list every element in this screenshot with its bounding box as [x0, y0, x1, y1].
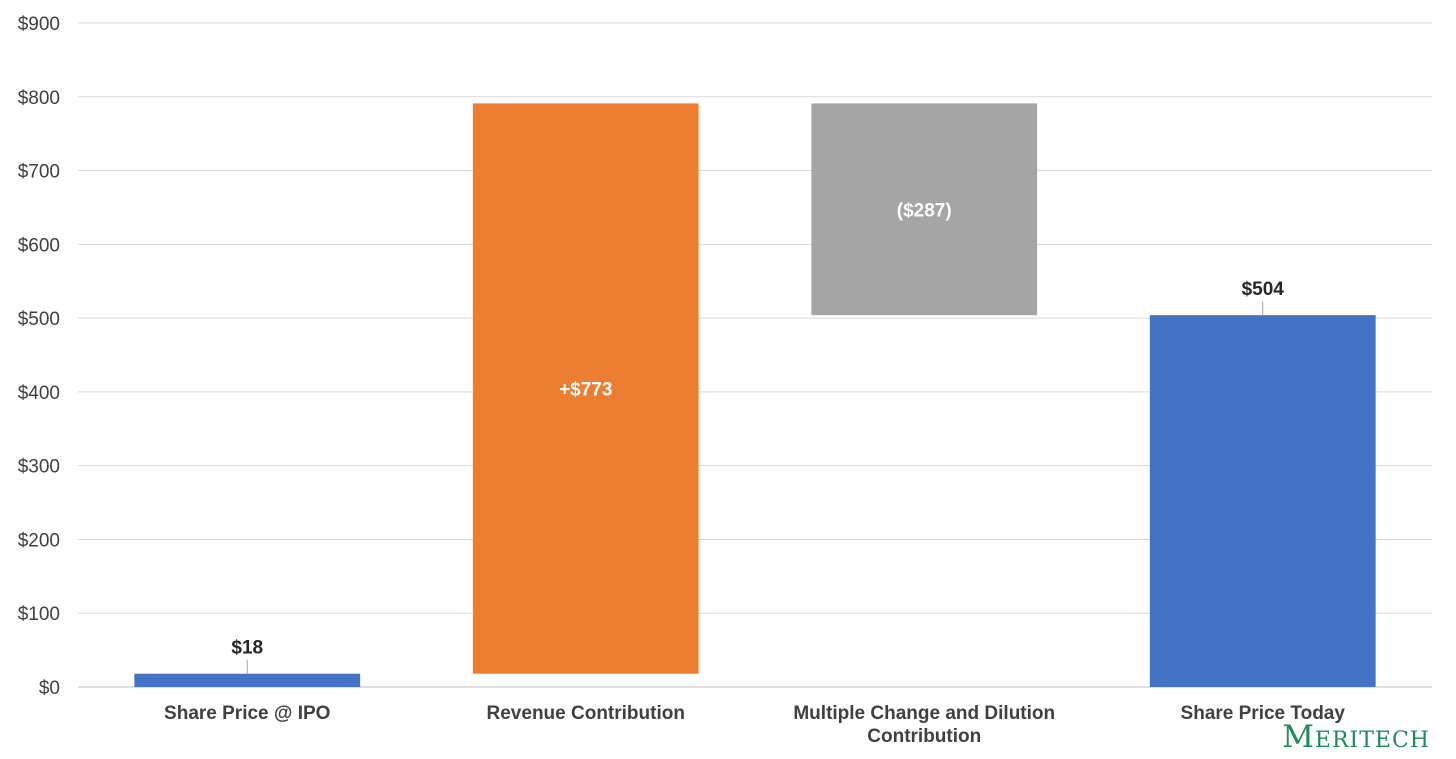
- y-tick-label: $900: [18, 14, 60, 35]
- bar: [472, 103, 699, 674]
- bars: [134, 103, 1376, 687]
- category-label: Multiple Change and Dilution: [793, 703, 1055, 724]
- category-label: Share Price @ IPO: [164, 703, 330, 724]
- category-labels: Share Price @ IPO Revenue Contribution Mul…: [164, 703, 1345, 747]
- y-axis-tick-labels: $0 $100 $200 $300 $400 $500 $600 $700 $800 $900: [18, 14, 60, 699]
- y-tick-label: $0: [39, 678, 60, 699]
- meritech-logo: Meritech: [1282, 719, 1430, 755]
- y-tick-label: $600: [18, 235, 60, 256]
- data-label: ($287): [897, 200, 952, 221]
- bar: [134, 673, 361, 687]
- y-tick-label: $300: [18, 457, 60, 478]
- y-tick-label: $700: [18, 162, 60, 183]
- y-tick-label: $400: [18, 383, 60, 404]
- category-label: Share Price Today: [1181, 703, 1346, 724]
- y-tick-label: $500: [18, 309, 60, 330]
- y-tick-label: $800: [18, 88, 60, 109]
- bar: [1149, 315, 1376, 687]
- y-tick-label: $100: [18, 604, 60, 625]
- bar: [811, 103, 1038, 316]
- data-labels: $18 +$773 ($287) $504: [231, 200, 1285, 674]
- gridlines: [78, 22, 1432, 688]
- data-label: $18: [231, 638, 263, 659]
- data-label: +$773: [559, 380, 612, 401]
- category-label: Contribution: [867, 726, 981, 747]
- y-tick-label: $200: [18, 530, 60, 551]
- category-label: Revenue Contribution: [487, 703, 685, 724]
- data-label: $504: [1242, 279, 1285, 300]
